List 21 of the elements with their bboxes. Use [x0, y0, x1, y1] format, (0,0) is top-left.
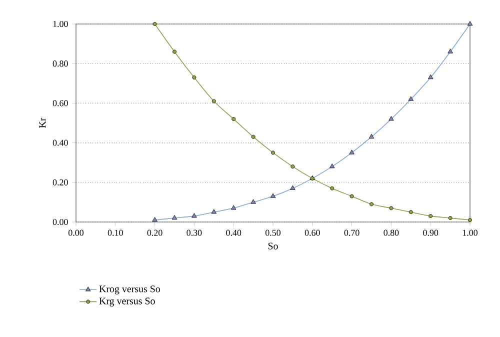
- y-tick-label: 0.40: [52, 140, 68, 146]
- x-tick-label: 0.50: [266, 230, 281, 236]
- x-tick-label: 0.30: [186, 230, 202, 236]
- x-tick-label: 0.20: [147, 230, 162, 236]
- y-tick-label: 0.00: [52, 218, 68, 226]
- x-axis-title: So: [268, 242, 278, 250]
- x-tick-label: 0.10: [108, 230, 123, 236]
- legend-label: Krg versus So: [99, 298, 155, 306]
- y-tick-label: 1.00: [53, 20, 68, 28]
- x-tick-label: 0.40: [226, 230, 242, 236]
- x-tick-label: 1.00: [462, 230, 478, 236]
- x-tick-label: 0.80: [384, 230, 399, 236]
- x-tick-label: 0.00: [68, 230, 84, 236]
- x-tick-label: 0.70: [344, 230, 360, 236]
- y-axis-title: Kr: [39, 118, 46, 128]
- x-tick-label: 0.60: [304, 230, 320, 236]
- y-tick-label: 0.20: [52, 179, 68, 186]
- legend-label: Krog versus So: [99, 286, 160, 294]
- x-tick-label: 0.90: [423, 230, 438, 236]
- y-tick-label: 0.80: [52, 60, 68, 67]
- y-tick-label: 0.60: [52, 100, 68, 106]
